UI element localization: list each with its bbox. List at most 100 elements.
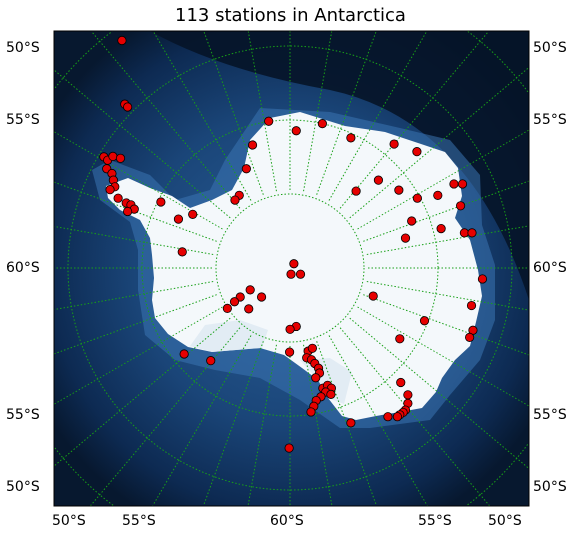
station-marker bbox=[117, 35, 127, 46]
meridian-line bbox=[247, 344, 277, 506]
station-marker bbox=[400, 233, 411, 243]
right-label-2: 55°S bbox=[533, 112, 567, 128]
station-marker bbox=[179, 349, 189, 359]
station-marker bbox=[467, 228, 477, 238]
station-marker bbox=[285, 324, 295, 334]
meridian-line bbox=[366, 225, 529, 255]
meridian-line bbox=[54, 281, 214, 311]
station-marker bbox=[173, 214, 184, 224]
meridian-line bbox=[54, 181, 217, 242]
left-label-4: 55°S bbox=[6, 407, 40, 423]
right-label-1: 50°S bbox=[533, 40, 567, 56]
station-marker bbox=[123, 206, 133, 217]
station-marker bbox=[433, 190, 443, 200]
station-marker bbox=[115, 153, 126, 163]
right-label-5: 50°S bbox=[533, 479, 567, 495]
left-label-1: 50°S bbox=[6, 40, 40, 56]
station-marker bbox=[449, 179, 459, 189]
left-label-3: 60°S bbox=[6, 260, 40, 276]
bottom-label-2: 55°S bbox=[122, 513, 156, 529]
station-marker bbox=[396, 377, 406, 388]
station-marker bbox=[289, 259, 299, 269]
meridian-line bbox=[54, 306, 223, 405]
station-marker bbox=[230, 195, 240, 205]
meridian-line bbox=[54, 225, 214, 255]
station-marker bbox=[256, 292, 267, 302]
ice-shelf-ronne bbox=[300, 358, 352, 404]
station-marker bbox=[368, 291, 378, 301]
station-marker bbox=[245, 285, 255, 295]
meridian-line bbox=[152, 31, 252, 201]
station-marker bbox=[307, 343, 317, 353]
station-marker bbox=[113, 193, 123, 203]
meridian-line bbox=[363, 180, 529, 242]
station-marker bbox=[412, 193, 422, 203]
meridian-line bbox=[54, 69, 231, 219]
meridian-line bbox=[349, 66, 529, 219]
station-marker bbox=[284, 347, 295, 357]
station-marker bbox=[412, 147, 422, 157]
station-marker bbox=[206, 356, 216, 366]
station-marker bbox=[465, 332, 475, 342]
meridian-line bbox=[328, 335, 428, 506]
station-marker bbox=[326, 389, 336, 399]
meridian-line bbox=[316, 31, 377, 195]
station-marker bbox=[295, 269, 306, 279]
station-marker bbox=[389, 139, 399, 149]
left-label-2: 55°S bbox=[6, 112, 40, 128]
station-marker bbox=[156, 197, 166, 207]
meridian-line bbox=[316, 341, 378, 506]
station-marker bbox=[264, 116, 274, 126]
station-markers bbox=[99, 35, 488, 453]
bottom-label-4: 55°S bbox=[418, 513, 452, 529]
station-marker bbox=[383, 412, 393, 422]
station-marker bbox=[247, 140, 258, 150]
bottom-label-3: 60°S bbox=[270, 513, 304, 529]
station-marker bbox=[286, 269, 296, 279]
meridian-line bbox=[339, 31, 490, 209]
meridian-line bbox=[203, 31, 264, 195]
station-marker bbox=[373, 175, 384, 185]
left-label-5: 50°S bbox=[6, 479, 40, 495]
ice-shelf-ross bbox=[190, 320, 268, 352]
meridian-line bbox=[89, 327, 241, 506]
meridian-line bbox=[363, 294, 529, 356]
station-marker bbox=[457, 179, 468, 189]
station-marker bbox=[105, 185, 115, 195]
station-marker bbox=[392, 412, 403, 422]
map-frame bbox=[53, 30, 530, 507]
meridian-line bbox=[303, 31, 333, 192]
station-marker bbox=[177, 247, 187, 257]
station-marker bbox=[346, 418, 356, 428]
map-title: 113 stations in Antarctica bbox=[175, 5, 406, 26]
meridian-line bbox=[54, 294, 217, 355]
latitude-circle bbox=[215, 193, 365, 343]
meridian-line bbox=[247, 31, 277, 192]
station-marker bbox=[394, 185, 404, 195]
station-marker bbox=[477, 274, 488, 284]
station-marker bbox=[317, 119, 327, 129]
station-marker bbox=[466, 300, 477, 311]
bottom-label-5: 50°S bbox=[488, 513, 522, 529]
meridian-line bbox=[339, 327, 491, 506]
station-marker bbox=[436, 224, 446, 234]
meridian-line bbox=[90, 31, 241, 209]
station-marker bbox=[419, 316, 430, 326]
deep-ocean-corner bbox=[150, 31, 529, 300]
meridian-line bbox=[349, 317, 529, 470]
station-marker bbox=[241, 164, 251, 174]
station-marker bbox=[459, 228, 469, 238]
meridian-line bbox=[366, 281, 529, 311]
meridian-line bbox=[357, 129, 529, 230]
station-marker bbox=[284, 443, 294, 453]
bottom-label-1: 50°S bbox=[52, 513, 86, 529]
meridian-line bbox=[328, 31, 428, 201]
meridian-line bbox=[54, 131, 223, 230]
station-marker bbox=[306, 407, 316, 417]
station-marker bbox=[455, 201, 466, 211]
station-marker bbox=[188, 209, 198, 219]
station-marker bbox=[403, 390, 413, 400]
station-marker bbox=[244, 304, 254, 314]
station-marker bbox=[351, 186, 361, 196]
